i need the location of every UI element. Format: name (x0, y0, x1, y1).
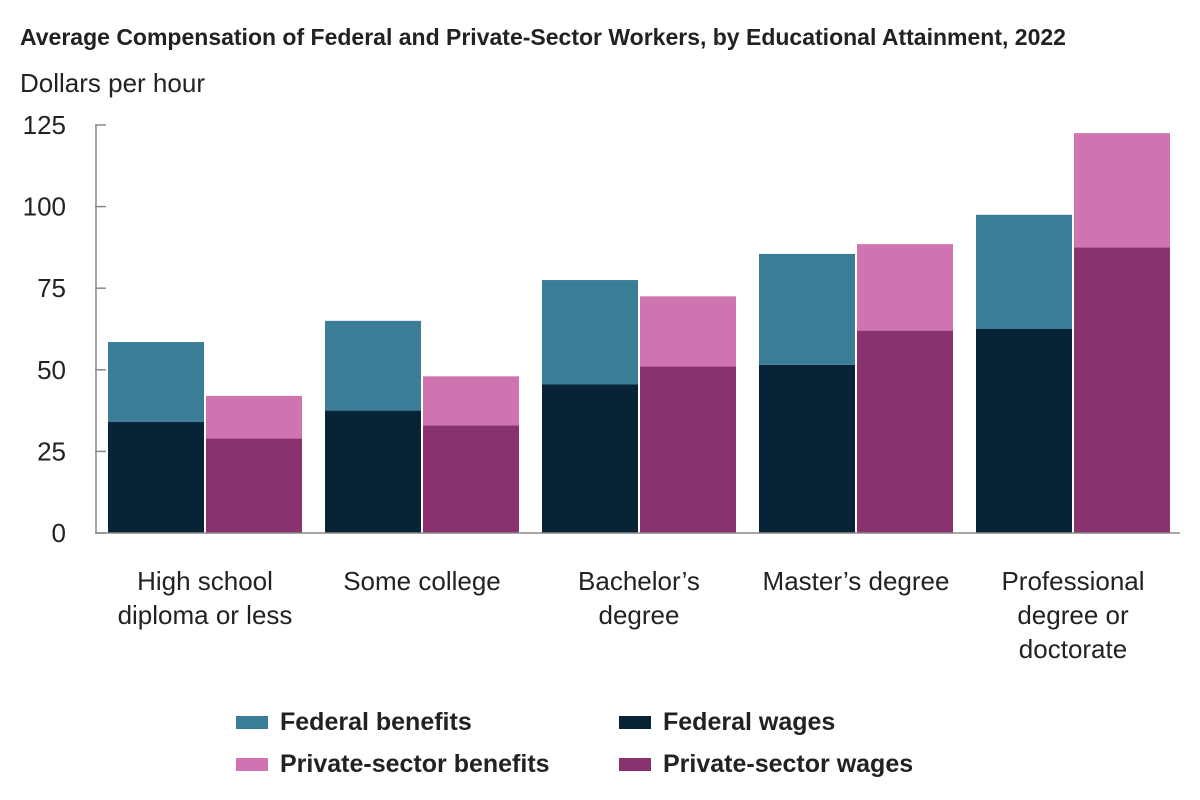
bar-federal-benefits-3 (542, 280, 638, 385)
x-category-label-line: Some college (343, 566, 501, 596)
bar-private-sector-wages-4 (857, 330, 953, 533)
chart-title: Average Compensation of Federal and Priv… (20, 24, 1066, 50)
y-tick-label: 100 (23, 192, 66, 222)
x-category-label: High school diploma or less (118, 566, 293, 630)
x-category-label-line: degree (599, 600, 680, 630)
x-category-label: Bachelor’s degree (578, 566, 700, 630)
legend-swatch (619, 758, 651, 771)
legend-swatch (236, 758, 268, 771)
y-tick-label: 75 (37, 273, 66, 303)
bar-private-sector-wages-3 (640, 366, 736, 533)
x-category-label: Some college (343, 566, 501, 596)
bar-private-sector-benefits-1 (206, 395, 302, 439)
bar-federal-wages-3 (542, 384, 638, 533)
bar-private-sector-wages-5 (1074, 247, 1170, 533)
x-category-label: Master’s degree (763, 566, 950, 596)
x-category-label-line: Professional (1001, 566, 1144, 596)
legend-item-federal-wages: Federal wages (619, 708, 835, 737)
x-category-label-line: diploma or less (118, 600, 293, 630)
legend-swatch (236, 716, 268, 729)
bar-federal-wages-1 (108, 422, 204, 533)
y-tick-label: 50 (37, 355, 66, 385)
bar-private-sector-wages-2 (423, 425, 519, 533)
legend-label: Private-sector wages (663, 750, 914, 778)
bar-private-sector-benefits-5 (1074, 133, 1170, 248)
legend-label: Federal benefits (280, 708, 472, 736)
y-tick-label: 0 (52, 518, 66, 548)
bar-private-sector-benefits-2 (423, 376, 519, 426)
y-tick-label: 125 (23, 110, 66, 140)
bar-federal-benefits-5 (976, 214, 1072, 329)
y-tick-label: 25 (37, 436, 66, 466)
x-category-label-line: Master’s degree (763, 566, 950, 596)
legend-swatch (619, 716, 651, 729)
bar-private-sector-wages-1 (206, 438, 302, 533)
x-category-label: Professional degree or doctorate (1001, 566, 1144, 664)
bar-federal-benefits-1 (108, 342, 204, 423)
x-category-label-line: doctorate (1019, 634, 1127, 664)
bar-private-sector-benefits-3 (640, 296, 736, 367)
legend-label: Private-sector benefits (280, 750, 550, 778)
bar-federal-wages-4 (759, 364, 855, 533)
legend-item-private-sector-benefits: Private-sector benefits (236, 750, 550, 779)
bar-federal-wages-5 (976, 329, 1072, 533)
chart-plot: 0 25 50 75 100 125 High school diploma or less S… (23, 110, 1180, 664)
bar-federal-benefits-2 (325, 320, 421, 411)
x-category-label-line: Bachelor’s (578, 566, 700, 596)
bar-federal-benefits-4 (759, 253, 855, 365)
x-category-label-line: degree or (1017, 600, 1129, 630)
bar-private-sector-benefits-4 (857, 244, 953, 331)
bar-federal-wages-2 (325, 410, 421, 533)
legend-item-private-sector-wages: Private-sector wages (619, 750, 913, 779)
legend-item-federal-benefits: Federal benefits (236, 708, 472, 737)
y-axis-unit-label: Dollars per hour (20, 68, 205, 98)
legend-label: Federal wages (663, 708, 836, 736)
x-category-label-line: High school (137, 566, 273, 596)
